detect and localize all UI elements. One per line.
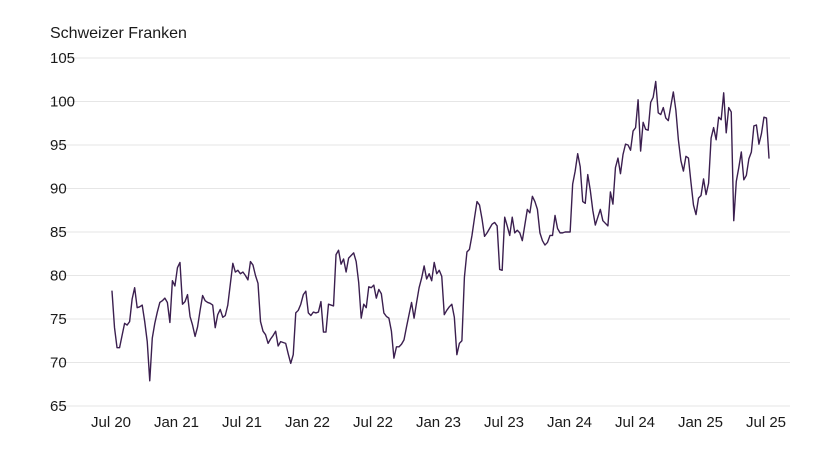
- x-axis-tick-labels: Jul 20 Jan 21 Jul 21 Jan 22 Jul 22 Jan 23 Jul …: [91, 414, 786, 431]
- x-tick-label: Jan 22: [285, 414, 330, 431]
- x-tick-label: Jan 24: [547, 414, 592, 431]
- x-tick-label: Jul 21: [222, 414, 262, 431]
- x-tick-label: Jul 24: [615, 414, 655, 431]
- y-tick-label: 100: [50, 94, 75, 111]
- x-tick-label: Jan 25: [678, 414, 723, 431]
- y-tick-label: 105: [50, 50, 75, 67]
- gridlines: [50, 57, 790, 407]
- y-tick-label: 70: [50, 355, 67, 372]
- x-tick-label: Jul 23: [484, 414, 524, 431]
- x-tick-label: Jan 21: [154, 414, 199, 431]
- x-tick-label: Jul 20: [91, 414, 131, 431]
- y-axis-tick-labels: 65 70 75 80 85 90 95 100 105: [50, 50, 75, 415]
- x-tick-label: Jul 22: [353, 414, 393, 431]
- x-tick-label: Jul 25: [746, 414, 786, 431]
- y-tick-label: 75: [50, 311, 67, 328]
- y-tick-label: 90: [50, 181, 67, 198]
- series-line: [111, 80, 770, 382]
- x-tick-label: Jan 23: [416, 414, 461, 431]
- y-tick-label: 65: [50, 398, 67, 415]
- y-tick-label: 85: [50, 224, 67, 241]
- unit-label: Schweizer Franken: [50, 25, 187, 42]
- y-tick-label: 95: [50, 137, 67, 154]
- y-tick-label: 80: [50, 268, 67, 285]
